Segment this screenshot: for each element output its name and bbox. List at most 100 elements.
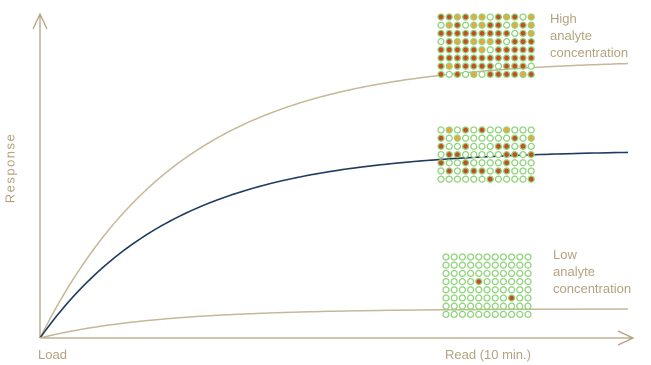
empty-spot — [502, 21, 511, 29]
empty-spot — [491, 310, 499, 319]
empty-spot — [494, 134, 503, 142]
bound-spot — [470, 46, 478, 54]
empty-spot — [502, 37, 511, 46]
empty-spot — [450, 261, 458, 269]
empty-spot — [450, 294, 458, 302]
empty-spot — [499, 310, 508, 319]
bound-spot — [527, 13, 535, 21]
empty-spot — [499, 294, 508, 302]
empty-spot — [483, 277, 491, 286]
empty-spot — [450, 277, 458, 286]
empty-spot — [486, 159, 494, 167]
empty-spot — [470, 142, 478, 151]
empty-spot — [466, 286, 475, 294]
bound-spot — [445, 54, 453, 62]
bound-spot — [486, 70, 494, 79]
bound-spot — [453, 13, 462, 21]
empty-spot — [450, 286, 458, 294]
empty-spot — [445, 175, 453, 183]
bound-spot — [437, 142, 445, 151]
empty-spot — [466, 269, 475, 278]
bound-spot — [494, 21, 503, 29]
empty-spot — [437, 21, 445, 29]
high-label-line-3: concentration — [550, 45, 629, 60]
empty-spot — [437, 150, 445, 159]
empty-spot — [524, 269, 532, 278]
bound-spot — [519, 37, 527, 46]
empty-spot — [483, 310, 491, 319]
bound-spot — [527, 134, 535, 142]
microarray-spots — [437, 13, 535, 319]
bound-spot — [494, 54, 503, 62]
empty-spot — [458, 286, 467, 294]
empty-spot — [491, 269, 499, 278]
empty-spot — [511, 159, 519, 167]
bound-spot — [527, 54, 535, 62]
empty-spot — [458, 294, 467, 302]
empty-spot — [511, 126, 519, 134]
bound-spot — [507, 294, 516, 302]
bound-spot — [511, 37, 519, 46]
empty-spot — [475, 294, 483, 302]
bound-spot — [445, 37, 453, 46]
bound-spot — [461, 13, 470, 21]
empty-spot — [470, 134, 478, 142]
empty-spot — [486, 167, 494, 175]
empty-spot — [461, 134, 470, 142]
empty-spot — [442, 310, 450, 319]
bound-spot — [461, 167, 470, 175]
bound-spot — [478, 46, 486, 54]
bound-spot — [461, 46, 470, 54]
empty-spot — [478, 175, 486, 183]
empty-spot — [453, 167, 462, 175]
empty-spot — [458, 269, 467, 278]
empty-spot — [511, 175, 519, 183]
empty-spot — [519, 175, 527, 183]
empty-spot — [445, 159, 453, 167]
bound-spot — [519, 21, 527, 29]
bound-spot — [519, 46, 527, 54]
empty-spot — [466, 277, 475, 286]
bound-spot — [461, 37, 470, 46]
empty-spot — [445, 70, 453, 79]
bound-spot — [486, 54, 494, 62]
empty-spot — [516, 277, 524, 286]
empty-spot — [478, 150, 486, 159]
empty-spot — [442, 286, 450, 294]
bound-spot — [478, 126, 486, 134]
empty-spot — [445, 142, 453, 151]
empty-spot — [483, 294, 491, 302]
empty-spot — [453, 142, 462, 151]
empty-spot — [458, 302, 467, 310]
high-concentration-array — [437, 13, 535, 79]
bound-spot — [470, 13, 478, 21]
empty-spot — [519, 134, 527, 142]
bound-spot — [461, 29, 470, 38]
x-axis-start-label: Load — [38, 347, 67, 362]
empty-spot — [458, 261, 467, 269]
bound-spot — [486, 175, 494, 183]
empty-spot — [499, 269, 508, 278]
empty-spot — [499, 302, 508, 310]
empty-spot — [524, 253, 532, 261]
empty-spot — [519, 126, 527, 134]
empty-spot — [458, 277, 467, 286]
bound-spot — [478, 37, 486, 46]
bound-spot — [470, 29, 478, 38]
bound-spot — [461, 54, 470, 62]
empty-spot — [458, 253, 467, 261]
empty-spot — [516, 286, 524, 294]
bound-spot — [494, 46, 503, 54]
bound-spot — [519, 62, 527, 70]
bound-spot — [445, 29, 453, 38]
bound-spot — [527, 21, 535, 29]
empty-spot — [516, 302, 524, 310]
empty-spot — [527, 159, 535, 167]
empty-spot — [527, 142, 535, 151]
bound-spot — [445, 46, 453, 54]
empty-spot — [491, 277, 499, 286]
bound-spot — [502, 13, 511, 21]
bound-spot — [511, 150, 519, 159]
empty-spot — [499, 253, 508, 261]
bound-spot — [445, 21, 453, 29]
